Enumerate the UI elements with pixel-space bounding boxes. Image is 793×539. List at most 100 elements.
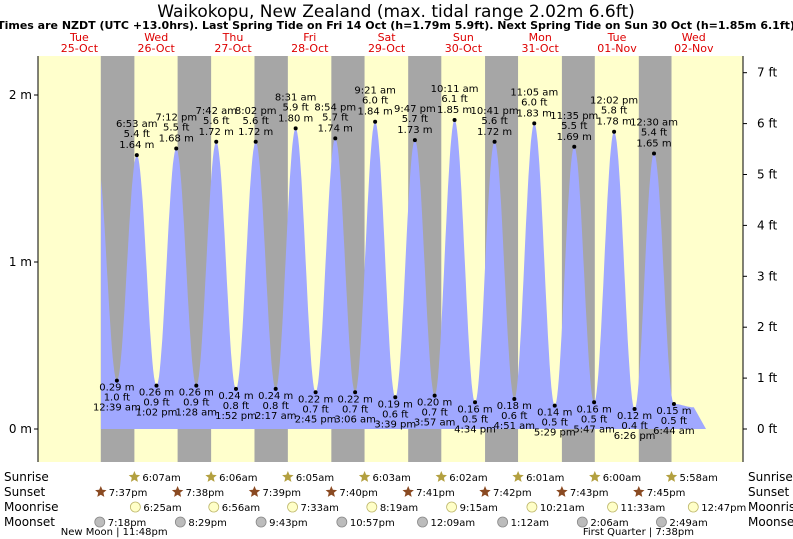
sunset-time: 7:42pm xyxy=(493,488,532,499)
low-tide-point xyxy=(473,400,478,405)
right-tick-label: 0 ft xyxy=(757,422,777,436)
high-tide-point xyxy=(492,139,497,144)
day-name: Mon xyxy=(529,31,552,44)
moonrise-icon xyxy=(287,501,298,513)
high-tide-feet: 5.8 ft xyxy=(601,106,627,117)
moonrise-icon xyxy=(129,501,141,513)
high-tide-point xyxy=(452,118,457,123)
high-tide-time: 11:35 pm xyxy=(550,111,598,122)
high-tide-time: 8:02 pm xyxy=(235,106,277,117)
high-tide-metres: 1.83 m xyxy=(517,108,552,119)
moonset-time: 10:57pm xyxy=(350,518,395,529)
moonset-icon xyxy=(417,516,428,528)
low-tide-time: 12:39 am xyxy=(93,403,141,414)
low-tide-metres: 0.26 m xyxy=(179,388,214,399)
low-tide-feet: 0.5 ft xyxy=(462,414,488,425)
low-tide-point xyxy=(313,390,318,395)
high-tide-time: 10:41 pm xyxy=(471,106,519,117)
sunset-row-label-left: Sunset xyxy=(4,485,45,499)
moonset-time: 9:43pm xyxy=(269,518,308,529)
high-tide-point xyxy=(253,139,258,144)
low-tide-time: 2:45 pm xyxy=(295,414,337,425)
sunrise-time: 6:07am xyxy=(142,473,180,484)
low-tide-metres: 0.14 m xyxy=(537,408,572,419)
high-tide-time: 9:21 am xyxy=(354,86,396,97)
high-tide-point xyxy=(373,119,378,124)
low-tide-time: 1:02 pm xyxy=(136,408,178,419)
high-tide-point xyxy=(412,138,417,143)
high-tide-point xyxy=(333,136,338,141)
high-tide-feet: 5.6 ft xyxy=(481,116,507,127)
high-tide-feet: 5.6 ft xyxy=(243,116,269,127)
low-tide-metres: 0.29 m xyxy=(99,383,134,394)
low-tide-point xyxy=(592,400,597,405)
sunset-row-label-right: Sunset xyxy=(748,485,789,499)
low-tide-metres: 0.15 m xyxy=(656,406,691,417)
sunrise-time: 6:02am xyxy=(449,473,487,484)
sunset-time: 7:45pm xyxy=(647,488,686,499)
moonrise-time: 8:19am xyxy=(380,503,418,514)
sunset-icon xyxy=(95,486,107,497)
day-date: 26-Oct xyxy=(138,42,176,55)
day-date: 01-Nov xyxy=(597,42,637,55)
low-tide-metres: 0.18 m xyxy=(497,401,532,412)
low-tide-point xyxy=(114,378,119,383)
sunrise-time: 6:03am xyxy=(373,473,411,484)
sunset-icon xyxy=(633,486,645,497)
low-tide-feet: 0.7 ft xyxy=(302,404,328,415)
high-tide-metres: 1.72 m xyxy=(477,127,512,138)
low-tide-metres: 0.19 m xyxy=(378,399,413,410)
day-name: Tue xyxy=(607,31,627,44)
day-date: 28-Oct xyxy=(291,42,329,55)
low-tide-point xyxy=(194,383,199,388)
high-tide-metres: 1.78 m xyxy=(597,117,632,128)
sunrise-row-label-right: Sunrise xyxy=(748,470,793,484)
low-tide-feet: 0.6 ft xyxy=(382,409,408,420)
moonset-icon xyxy=(255,516,267,528)
sunrise-icon xyxy=(128,471,141,482)
moonrise-row-label-left: Moonrise xyxy=(4,500,59,514)
high-tide-feet: 5.7 ft xyxy=(322,112,348,123)
low-tide-time: 3:39 pm xyxy=(374,419,416,430)
day-name: Fri xyxy=(303,31,316,44)
day-date: 02-Nov xyxy=(674,42,714,55)
low-tide-metres: 0.20 m xyxy=(417,398,452,409)
high-tide-feet: 5.4 ft xyxy=(641,127,667,138)
low-tide-time: 4:34 pm xyxy=(454,424,496,435)
low-tide-feet: 0.7 ft xyxy=(342,404,368,415)
day-date: 30-Oct xyxy=(445,42,483,55)
moonrise-time: 6:56am xyxy=(222,503,260,514)
sunset-time: 7:41pm xyxy=(416,488,455,499)
high-tide-feet: 6.0 ft xyxy=(362,96,388,107)
low-tide-time: 3:57 am xyxy=(414,418,456,429)
sunset-icon xyxy=(325,486,338,497)
day-name: Sun xyxy=(453,31,474,44)
sunset-time: 7:38pm xyxy=(186,488,225,499)
day-date: 31-Oct xyxy=(522,42,560,55)
right-tick-label: 5 ft xyxy=(757,167,777,181)
low-tide-time: 5:47 am xyxy=(573,424,615,435)
moonset-row-label-left: Moonset xyxy=(4,515,55,529)
moonrise-icon xyxy=(208,501,220,513)
chart-subtitle: Times are NZDT (UTC +13.0hrs). Last Spri… xyxy=(0,19,793,32)
sunrise-icon xyxy=(589,471,601,482)
low-tide-metres: 0.22 m xyxy=(298,394,333,405)
high-tide-time: 8:31 am xyxy=(275,92,317,103)
moonrise-icon xyxy=(446,501,458,513)
sunrise-time: 6:06am xyxy=(219,473,257,484)
right-tick-label: 4 ft xyxy=(757,218,777,232)
low-tide-feet: 1.0 ft xyxy=(104,393,130,404)
high-tide-metres: 1.80 m xyxy=(278,113,313,124)
low-tide-time: 2:17 am xyxy=(255,411,297,422)
low-tide-metres: 0.16 m xyxy=(577,404,612,415)
high-tide-time: 7:42 am xyxy=(195,106,237,117)
right-tick-label: 2 ft xyxy=(757,320,777,334)
moonset-icon xyxy=(174,516,186,528)
tide-annotations: 6:53 am5.4 ft1.64 m7:12 pm5.5 ft1.68 m7:… xyxy=(93,84,695,442)
moonrise-time: 11:33am xyxy=(621,503,666,514)
moonset-time: 2:49am xyxy=(669,518,707,529)
high-tide-metres: 1.72 m xyxy=(199,127,234,138)
low-tide-feet: 0.5 ft xyxy=(581,414,607,425)
